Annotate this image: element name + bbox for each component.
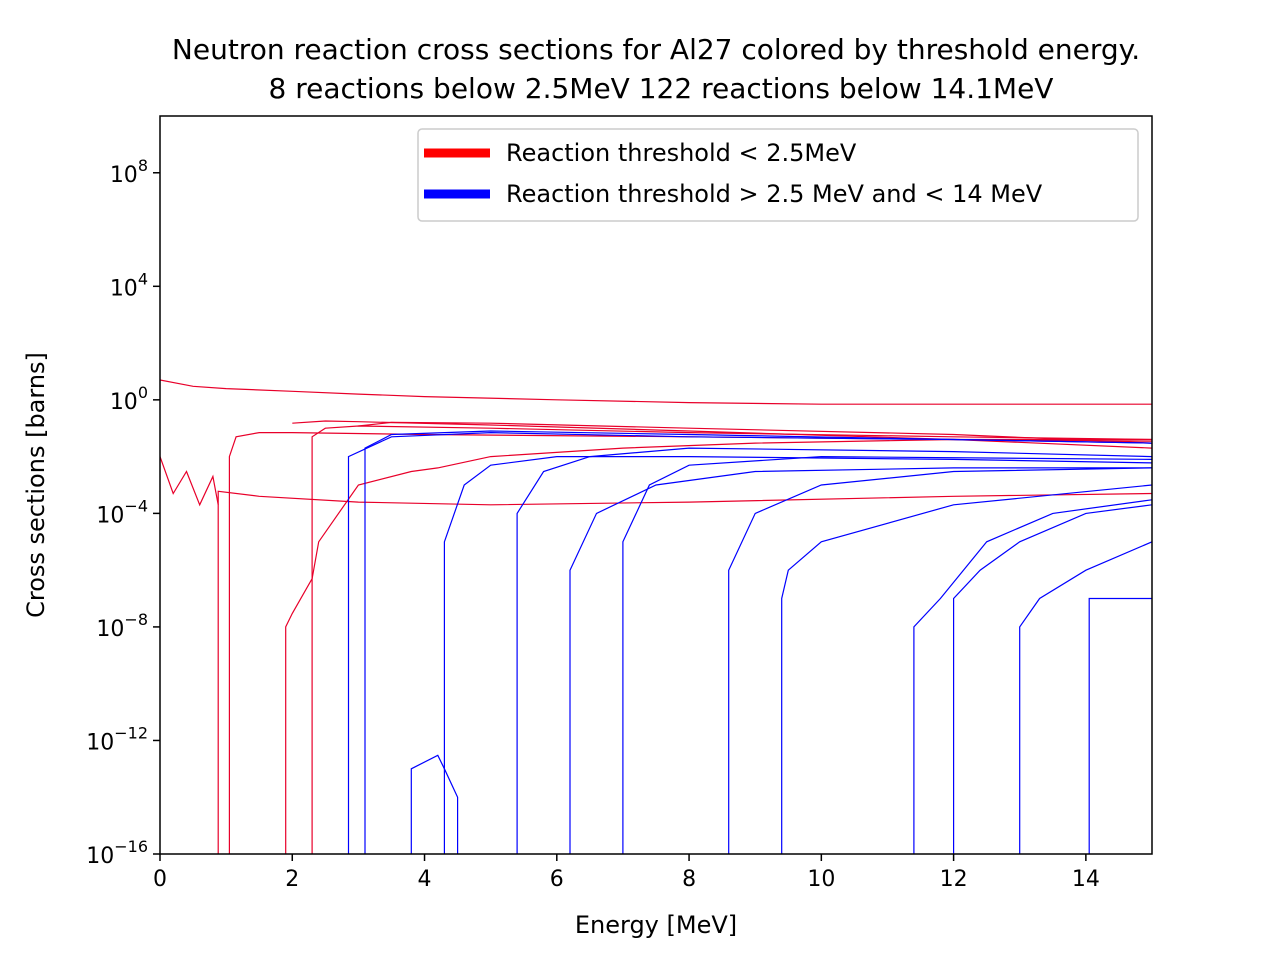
y-tick-label: 10−16 — [86, 837, 148, 869]
blue-reaction-line-8 — [781, 484, 1152, 854]
red-reaction-line-0 — [160, 379, 1152, 405]
x-tick-label: 6 — [550, 867, 564, 892]
blue-reaction-line-10 — [952, 504, 1152, 854]
y-axis: 10−16 10−12 10−8 10−4 100 104 108 — [86, 156, 160, 869]
legend-label-red: Reaction threshold < 2.5MeV — [506, 139, 857, 167]
chart-title: Neutron reaction cross sections for Al27… — [172, 33, 1140, 66]
legend-label-blue: Reaction threshold > 2.5 MeV and < 14 Me… — [506, 180, 1043, 208]
legend: Reaction threshold < 2.5MeV Reaction thr… — [417, 128, 1139, 222]
blue-reaction-line-3 — [443, 456, 1152, 854]
x-tick-label: 8 — [682, 867, 696, 892]
blue-reaction-line-1 — [364, 430, 1152, 854]
x-tick-label: 10 — [807, 867, 835, 892]
x-axis-label: Energy [MeV] — [575, 911, 737, 939]
x-tick-label: 0 — [153, 867, 167, 892]
red-reaction-line-5 — [311, 425, 1152, 854]
x-tick-label: 12 — [940, 867, 968, 892]
chart-subtitle: 8 reactions below 2.5MeV 122 reactions b… — [269, 72, 1054, 105]
red-reaction-line-2 — [217, 490, 1152, 854]
blue-reaction-line-0 — [347, 431, 1152, 854]
blue-reaction-line-4 — [516, 447, 1152, 854]
blue-reaction-line-12 — [1088, 597, 1152, 854]
y-tick-label: 104 — [110, 269, 148, 301]
red-reaction-line-7 — [358, 421, 1152, 444]
blue-reaction-line-7 — [728, 467, 1152, 854]
blue-reaction-line-9 — [913, 499, 1152, 854]
x-tick-label: 14 — [1072, 867, 1100, 892]
y-tick-label: 10−12 — [86, 723, 148, 755]
x-tick-label: 4 — [418, 867, 432, 892]
red-reaction-line-1 — [160, 456, 219, 507]
y-axis-label: Cross sections [barns] — [22, 352, 50, 618]
y-tick-label: 10−4 — [96, 496, 148, 528]
series-layer — [160, 379, 1152, 854]
legend-frame — [417, 128, 1139, 222]
red-reaction-line-4 — [285, 438, 1152, 854]
blue-reaction-line-2 — [410, 754, 459, 854]
blue-reaction-line-5 — [569, 467, 1152, 854]
x-tick-label: 2 — [285, 867, 299, 892]
x-axis: 0 2 4 6 8 10 12 14 — [153, 854, 1100, 892]
plot-frame — [159, 115, 1153, 855]
y-tick-label: 100 — [110, 383, 148, 415]
blue-reaction-line-6 — [622, 455, 1152, 854]
y-tick-label: 10−8 — [96, 610, 148, 642]
blue-reaction-line-11 — [1019, 541, 1152, 854]
y-tick-label: 108 — [110, 156, 148, 188]
